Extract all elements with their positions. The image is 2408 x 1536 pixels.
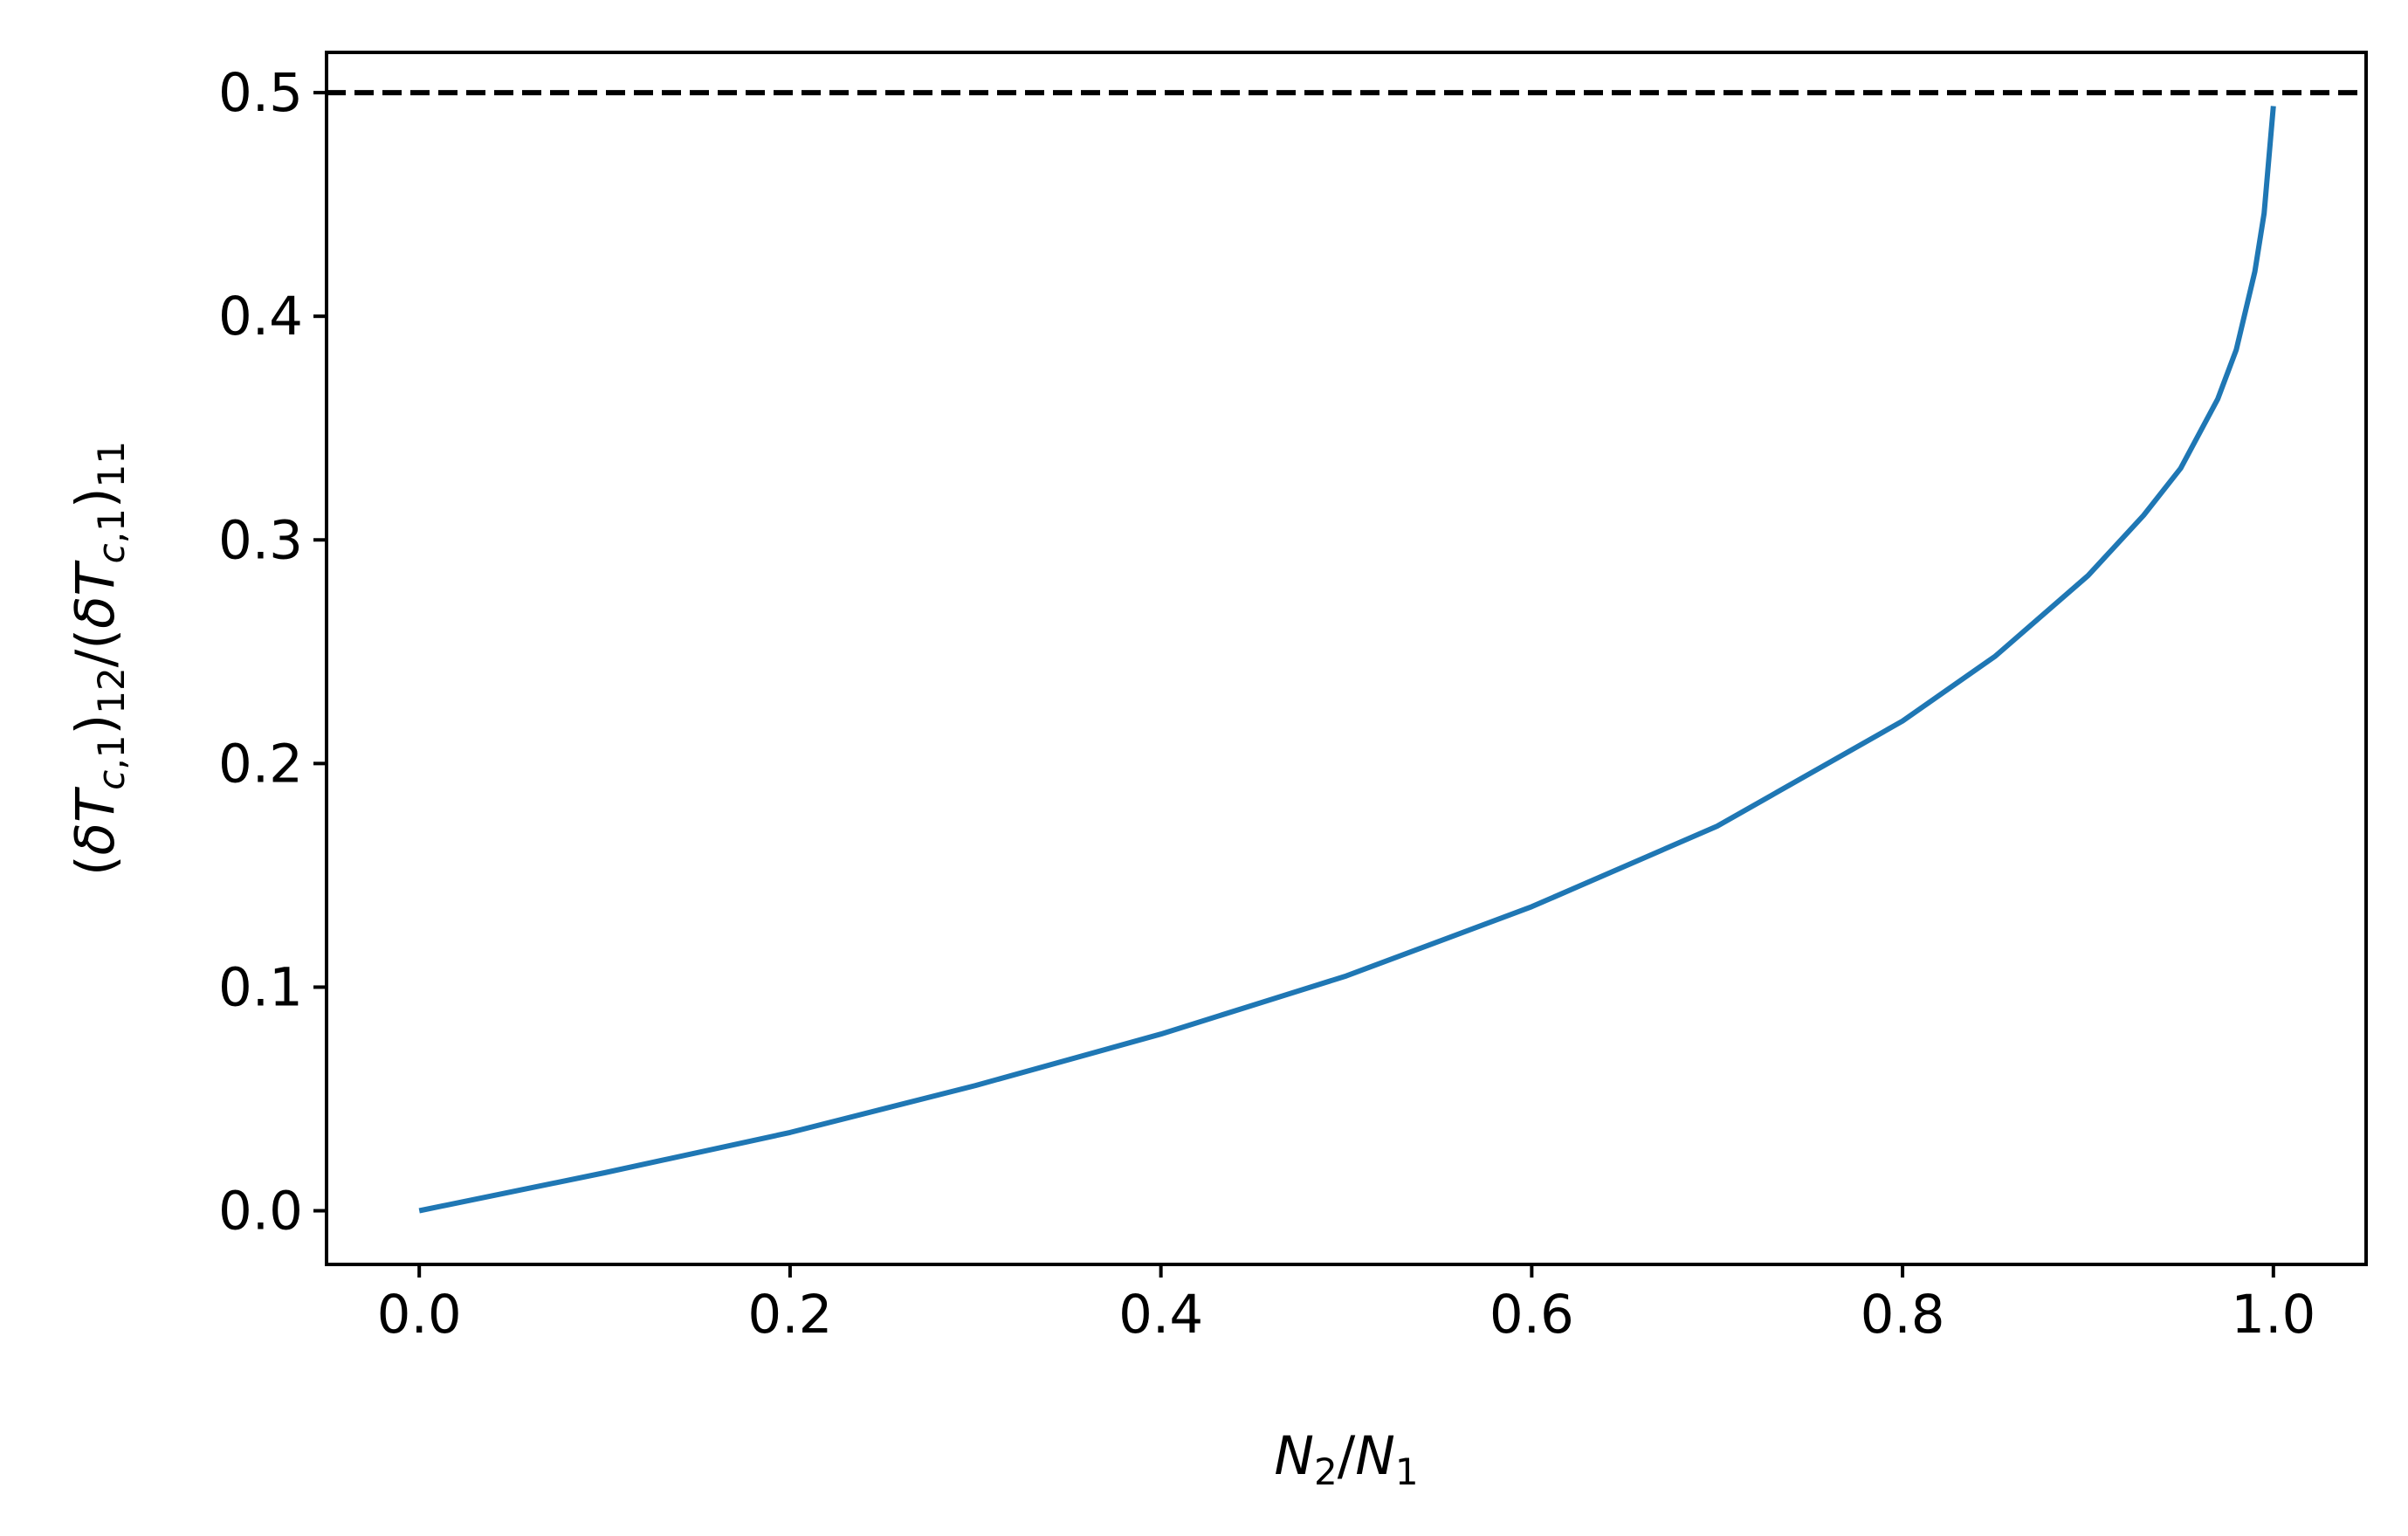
y-tick-label: 0.2 bbox=[218, 733, 303, 795]
y-tick-label: 0.1 bbox=[218, 956, 303, 1018]
x-tick-label: 0.8 bbox=[1861, 1284, 1945, 1346]
y-tick-label: 0.0 bbox=[218, 1181, 303, 1243]
y-axis-label: (δTc,1)12/(δTc,1)11 bbox=[65, 441, 133, 876]
x-axis-label: N2/N1 bbox=[1274, 1425, 1418, 1493]
y-tick-label: 0.5 bbox=[218, 62, 303, 124]
plot-area bbox=[327, 90, 2366, 1214]
axis-ticks: 0.0 0.2 0.4 0.6 0.8 1.0 0.0 0.1 0.2 0.3 0.4 0.5 bbox=[218, 62, 2315, 1346]
series-line-0 bbox=[418, 106, 2276, 1214]
axes-frame bbox=[325, 51, 2368, 1266]
x-tick-label: 0.2 bbox=[747, 1284, 832, 1346]
y-tick-label: 0.3 bbox=[218, 509, 303, 571]
x-tick-label: 0.6 bbox=[1490, 1284, 1574, 1346]
x-tick-label: 1.0 bbox=[2231, 1284, 2315, 1346]
x-tick-label: 0.0 bbox=[377, 1284, 462, 1346]
x-tick-label: 0.4 bbox=[1118, 1284, 1203, 1346]
y-tick-label: 0.4 bbox=[218, 286, 303, 348]
